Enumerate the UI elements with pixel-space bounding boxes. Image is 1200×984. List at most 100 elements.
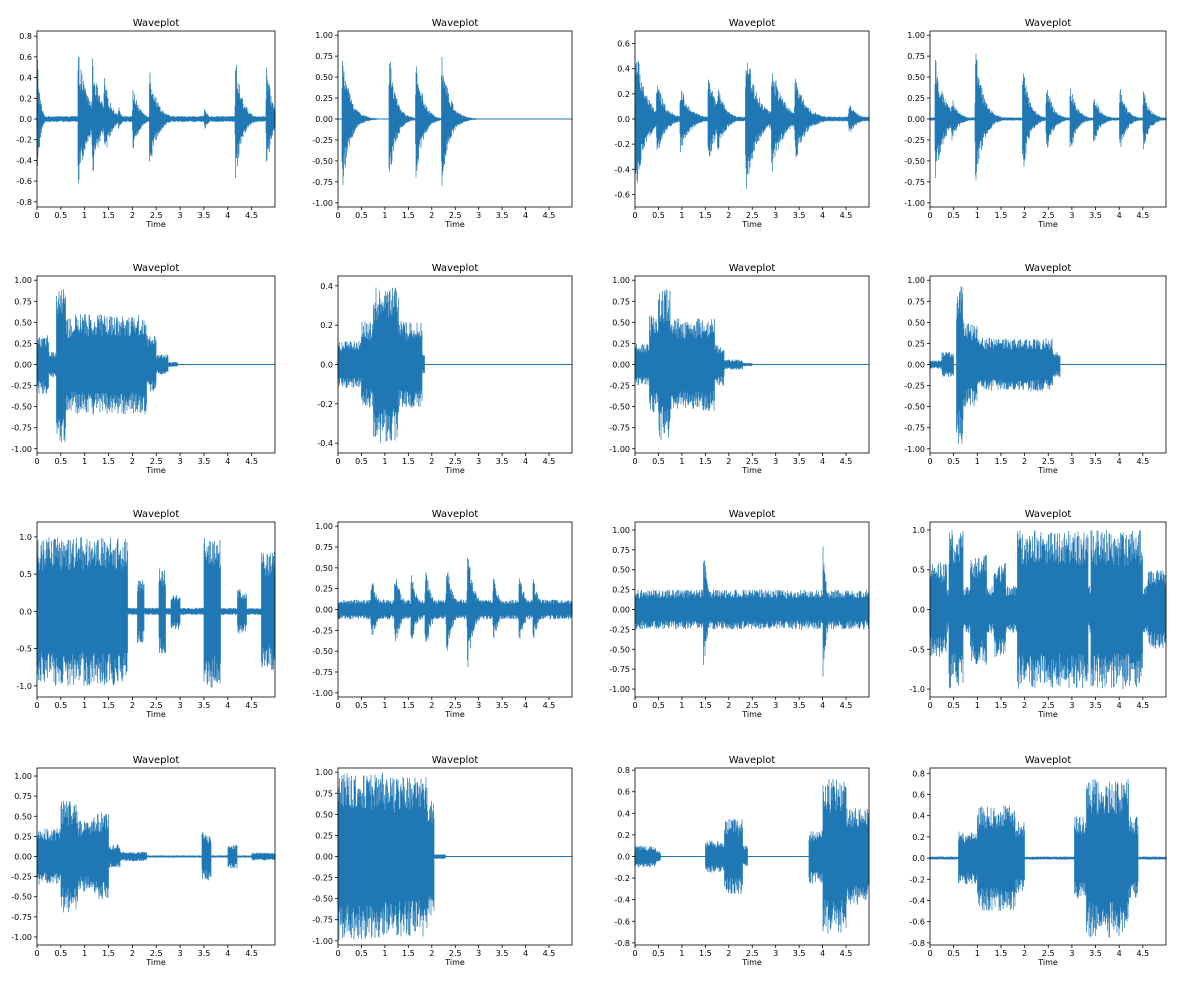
x-tick-label: 0 [632, 949, 637, 958]
chart-title: Waveplot [1025, 509, 1072, 520]
x-axis-label: Time [1037, 220, 1058, 229]
waveplot-panel-12: Waveplot 0 0.5 1 1.5 2 2.5 3 3.5 4 4.5 -1.0 -0.5 0.0 0… [909, 509, 1167, 719]
y-tick-label: 0.50 [315, 73, 333, 82]
x-tick-label: 0 [335, 457, 340, 466]
x-tick-label: 3.5 [496, 949, 509, 958]
waveplot-panel-15: Waveplot 0 0.5 1 1.5 2 2.5 3 3.5 4 4.5 -0.8 -0.6 -0.4… [614, 755, 870, 967]
x-axis-label: Time [741, 220, 762, 229]
x-tick-label: 0.5 [355, 949, 368, 958]
x-tick-label: 0 [632, 457, 637, 466]
x-tick-label: 2 [1022, 949, 1027, 958]
chart-title: Waveplot [1025, 18, 1072, 29]
x-tick-label: 3 [773, 211, 778, 220]
x-tick-label: 4 [225, 949, 230, 958]
x-tick-label: 2.5 [1042, 211, 1055, 220]
x-tick-label: 0 [335, 211, 340, 220]
x-tick-label: 3.5 [793, 949, 806, 958]
x-tick-label: 1.5 [699, 457, 712, 466]
y-tick-label: 1.00 [14, 276, 32, 285]
y-tick-label: 0.50 [907, 318, 925, 327]
x-axis-label: Time [741, 958, 762, 967]
x-tick-label: 4 [225, 211, 230, 220]
y-tick-label: 0.25 [14, 832, 32, 841]
x-tick-label: 4 [1117, 701, 1122, 710]
waveplot-panel-9: Waveplot 0 0.5 1 1.5 2 2.5 3 3.5 4 4.5 -1.0 -0.5 0.0 0… [16, 509, 276, 719]
x-tick-label: 4 [1117, 457, 1122, 466]
x-tick-label: 4 [523, 211, 528, 220]
chart-title: Waveplot [432, 18, 479, 29]
x-tick-label: 4 [523, 457, 528, 466]
x-tick-label: 2 [429, 457, 434, 466]
x-tick-label: 3 [178, 457, 183, 466]
x-tick-label: 3.5 [198, 211, 211, 220]
y-tick-label: 0.4 [617, 809, 630, 818]
y-tick-label: -0.75 [609, 424, 630, 433]
x-tick-label: 2.5 [746, 211, 759, 220]
x-tick-label: 3.5 [793, 211, 806, 220]
y-tick-label: 1.00 [612, 526, 630, 535]
x-tick-label: 2.5 [150, 457, 163, 466]
y-tick-label: 0.00 [612, 361, 630, 370]
waveform [36, 289, 276, 443]
y-tick-label: 0.00 [315, 115, 333, 124]
x-tick-label: 0 [632, 211, 637, 220]
y-tick-label: -1.0 [16, 682, 32, 691]
y-tick-label: -0.8 [16, 198, 32, 207]
y-tick-label: 0.25 [14, 339, 32, 348]
y-tick-label: 0.2 [617, 831, 630, 840]
y-tick-label: -0.4 [614, 896, 630, 905]
x-tick-label: 2.5 [746, 457, 759, 466]
y-tick-label: -0.25 [904, 382, 925, 391]
y-tick-label: 0.4 [912, 812, 925, 821]
x-tick-label: 0 [335, 701, 340, 710]
waveplot-panel-10: Waveplot 0 0.5 1 1.5 2 2.5 3 3.5 4 4.5 -1.00 -0.75 -0… [312, 509, 573, 719]
y-tick-label: 0.50 [612, 566, 630, 575]
y-tick-label: 0.50 [14, 318, 32, 327]
x-tick-label: 4 [225, 701, 230, 710]
x-tick-label: 1.5 [995, 211, 1008, 220]
x-tick-label: 0.5 [947, 211, 960, 220]
y-tick-label: 1.0 [19, 533, 32, 542]
y-tick-label: -0.2 [614, 140, 630, 149]
y-tick-label: 0.2 [320, 321, 333, 330]
x-tick-label: 3 [1069, 949, 1074, 958]
x-tick-label: 2 [726, 457, 731, 466]
y-tick-label: 0.25 [907, 339, 925, 348]
x-tick-label: 1.5 [995, 949, 1008, 958]
x-axis-label: Time [444, 466, 465, 475]
y-tick-label: -0.5 [16, 645, 32, 654]
y-tick-label: -0.6 [16, 177, 32, 186]
y-tick-label: 0.2 [912, 833, 925, 842]
x-tick-label: 0 [927, 211, 932, 220]
y-tick-label: 0.00 [907, 361, 925, 370]
x-tick-label: 0.5 [355, 701, 368, 710]
x-tick-label: 2 [429, 949, 434, 958]
chart-title: Waveplot [729, 755, 776, 766]
y-tick-label: 0.50 [315, 810, 333, 819]
y-tick-label: 0.25 [612, 339, 630, 348]
y-tick-label: 0.0 [19, 115, 32, 124]
y-tick-label: -0.50 [609, 645, 630, 654]
x-tick-label: 0.5 [355, 211, 368, 220]
waveform [337, 287, 573, 443]
x-tick-label: 3.5 [198, 457, 211, 466]
x-tick-label: 4 [523, 701, 528, 710]
y-tick-label: 0.5 [912, 566, 925, 575]
x-tick-label: 2 [726, 949, 731, 958]
x-tick-label: 0 [335, 949, 340, 958]
y-tick-label: 0.00 [14, 361, 32, 370]
x-tick-label: 0.5 [947, 701, 960, 710]
x-tick-label: 4 [1117, 949, 1122, 958]
y-tick-label: 0.75 [14, 297, 32, 306]
y-tick-label: 0.75 [907, 52, 925, 61]
y-tick-label: -0.2 [614, 874, 630, 883]
chart-title: Waveplot [729, 263, 776, 274]
x-tick-label: 4.5 [1136, 701, 1149, 710]
x-tick-label: 3 [1069, 211, 1074, 220]
y-tick-label: -1.00 [312, 937, 333, 946]
chart-title: Waveplot [729, 18, 776, 29]
x-tick-label: 1 [382, 211, 387, 220]
x-tick-label: 2.5 [449, 949, 462, 958]
y-tick-label: 0.25 [612, 586, 630, 595]
